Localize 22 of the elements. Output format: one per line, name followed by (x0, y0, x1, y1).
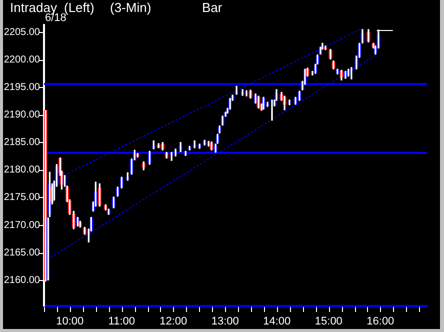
y-tick-label: 2165.00 (4, 247, 40, 258)
chart-title: Intraday (10, 0, 57, 15)
y-tick-label: 2180.00 (4, 164, 40, 176)
x-tick-label: 13:00 (211, 316, 239, 328)
y-tick-label: 2175.00 (4, 192, 40, 204)
x-tick-label: 15:00 (314, 316, 342, 328)
x-tick-label: 11:00 (108, 316, 135, 328)
y-tick-label: 2190.00 (4, 110, 40, 121)
x-tick-label: 12:00 (160, 316, 188, 328)
annotation: 6/18 (45, 12, 66, 24)
y-tick-label: 2200.00 (4, 54, 40, 66)
y-tick-label: 2205.00 (4, 26, 40, 38)
text: (3-Min) (110, 0, 152, 15)
text: (Left) (64, 0, 94, 15)
y-tick-label: 2160.00 (4, 274, 40, 286)
x-tick-label: 14:00 (263, 316, 291, 328)
text: Bar (202, 0, 222, 15)
y-tick-label: 2195.00 (4, 82, 40, 94)
y-tick-label: 2170.00 (4, 220, 40, 231)
x-tick-label: 10:00 (56, 316, 84, 328)
y-tick-label: 2185.00 (4, 137, 40, 148)
x-tick-label: 16:00 (366, 316, 394, 328)
